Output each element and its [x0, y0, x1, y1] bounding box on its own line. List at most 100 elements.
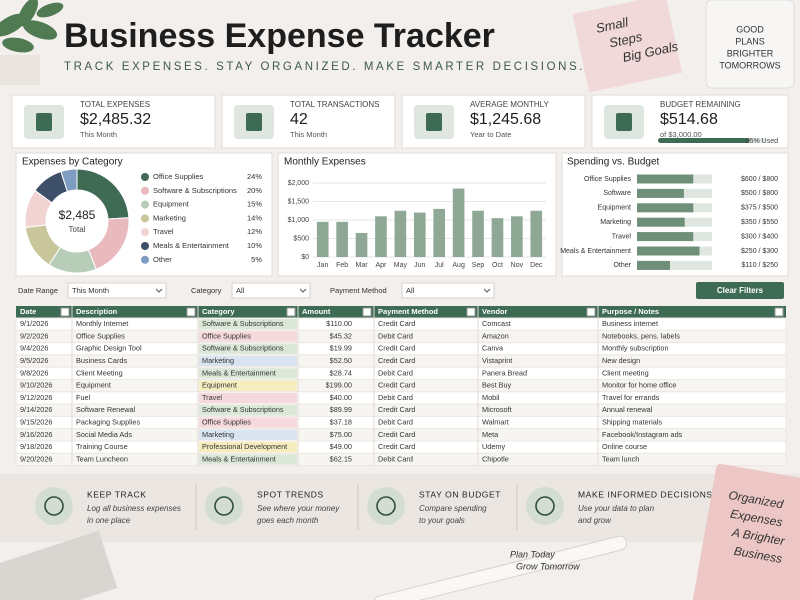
- kpi-note: This Month: [290, 130, 327, 139]
- clear-filters-button[interactable]: [696, 282, 784, 299]
- table-cell: Credit Card: [378, 405, 415, 414]
- table-cell: Training Course: [76, 442, 128, 451]
- filter-dropdown[interactable]: [401, 282, 495, 299]
- table-cell: Debit Card: [378, 417, 413, 426]
- filter-icon[interactable]: [586, 307, 596, 317]
- leaf: [36, 2, 64, 18]
- budget-label: Meals & Entertainment: [560, 248, 631, 255]
- budget-value: $350 / $550: [741, 219, 778, 226]
- table-cell: Fuel: [76, 393, 91, 402]
- table-cell: Software Renewal: [76, 405, 136, 414]
- x-tick-label: Nov: [511, 262, 524, 269]
- budget-label: Other: [613, 262, 631, 269]
- table-cell: $75.00: [330, 430, 352, 439]
- table-cell: Credit Card: [378, 442, 415, 451]
- leaf: [22, 20, 58, 40]
- legend-swatch: [141, 173, 149, 181]
- table-cell: Microsoft: [482, 405, 512, 414]
- legend-label: Marketing: [153, 213, 186, 222]
- mug-text: BRIGHTER: [727, 48, 774, 58]
- filter-icon[interactable]: [774, 307, 784, 317]
- x-tick-label: Aug: [452, 262, 465, 269]
- filter-icon[interactable]: [60, 307, 70, 317]
- filter-icon[interactable]: [362, 307, 372, 317]
- kpi-note: Year to Date: [470, 130, 511, 139]
- filter-label: Date Range: [18, 286, 58, 295]
- feature-icon: [526, 487, 564, 525]
- table-cell: 9/2/2026: [20, 331, 48, 340]
- budget-value: $375 / $500: [741, 205, 778, 212]
- table-cell: $45.32: [330, 331, 352, 340]
- table-cell: Annual renewal: [602, 405, 653, 414]
- category-cell: [199, 380, 297, 391]
- legend-value: 10%: [247, 241, 262, 250]
- progress-label: 85% Used: [746, 138, 778, 145]
- kpi-value: $2,485.32: [80, 111, 151, 128]
- table-cell: 9/5/2026: [20, 356, 48, 365]
- category-cell: [199, 454, 297, 465]
- table-cell: Team lunch: [602, 454, 639, 463]
- bar: [375, 216, 387, 257]
- kpi-value: 42: [290, 111, 308, 128]
- feature-icon-glyph: [44, 496, 64, 516]
- table-cell: Graphic Design Tool: [76, 344, 142, 353]
- column-header: Amount: [302, 307, 331, 316]
- table-cell: New design: [602, 356, 640, 365]
- legend-label: Office Supplies: [153, 172, 204, 181]
- bar: [530, 210, 543, 257]
- legend-swatch: [141, 228, 149, 237]
- table-cell: $52.50: [330, 356, 352, 365]
- filter-icon[interactable]: [186, 307, 196, 317]
- table-cell: Online course: [602, 442, 647, 451]
- feature-text: See where your money: [257, 504, 340, 513]
- subtitle: TRACK EXPENSES. STAY ORGANIZED. MAKE SMA…: [64, 61, 585, 73]
- table-cell: Business internet: [602, 319, 658, 328]
- kpi-label: TOTAL TRANSACTIONS: [290, 100, 380, 109]
- bar: [316, 221, 329, 257]
- x-tick-label: May: [394, 262, 408, 269]
- kpi-label: BUDGET REMAINING: [660, 100, 741, 109]
- table-cell: Debit Card: [378, 454, 413, 463]
- title: Business Expense Tracker: [64, 17, 495, 55]
- bar: [472, 210, 484, 257]
- table-cell: Office Supplies: [202, 417, 251, 426]
- feature-text: in one place: [87, 516, 131, 525]
- kpi-note: This Month: [80, 130, 117, 139]
- feature-title: KEEP TRACK: [87, 489, 147, 499]
- table-cell: $62.15: [330, 454, 352, 463]
- table-cell: Credit Card: [378, 344, 415, 353]
- table-cell: Travel: [202, 393, 222, 402]
- dropdown-arrow: [483, 288, 491, 293]
- note-text: Small: [594, 14, 630, 36]
- table-cell: 9/8/2026: [20, 368, 48, 377]
- filter-dropdown[interactable]: [67, 282, 167, 299]
- feature-text: and grow: [578, 516, 612, 525]
- bar: [355, 232, 368, 257]
- category-cell: [199, 368, 297, 379]
- donut-center-value: $2,485: [59, 208, 96, 222]
- legend-label: Other: [153, 255, 172, 264]
- table-cell: 9/20/2026: [20, 454, 52, 463]
- kpi-icon-glyph: [426, 113, 442, 131]
- filter-dropdown[interactable]: [231, 282, 311, 299]
- pot: [0, 55, 40, 85]
- legend-value: 14%: [247, 213, 262, 222]
- legend-swatch: [141, 242, 149, 250]
- table-cell: $19.99: [330, 344, 352, 353]
- column-header: Payment Method: [378, 307, 438, 316]
- y-tick-label: $0: [301, 254, 309, 261]
- x-tick-label: Oct: [492, 262, 503, 269]
- kpi-value: $514.68: [660, 111, 718, 128]
- dropdown-arrow: [299, 288, 307, 293]
- pen-body: [373, 535, 628, 600]
- donut-center-label: Total: [69, 225, 86, 234]
- clear-filters-label: Clear Filters: [717, 286, 764, 295]
- table-cell: Marketing: [202, 356, 234, 365]
- filter-icon[interactable]: [466, 307, 476, 317]
- feature-text: to your goals: [419, 516, 465, 525]
- category-cell: [199, 355, 297, 367]
- table-cell: Facebook/Instagram ads: [602, 430, 683, 439]
- budget-label: Marketing: [600, 219, 631, 226]
- filter-icon[interactable]: [286, 307, 296, 317]
- feature-icon-glyph: [376, 496, 396, 516]
